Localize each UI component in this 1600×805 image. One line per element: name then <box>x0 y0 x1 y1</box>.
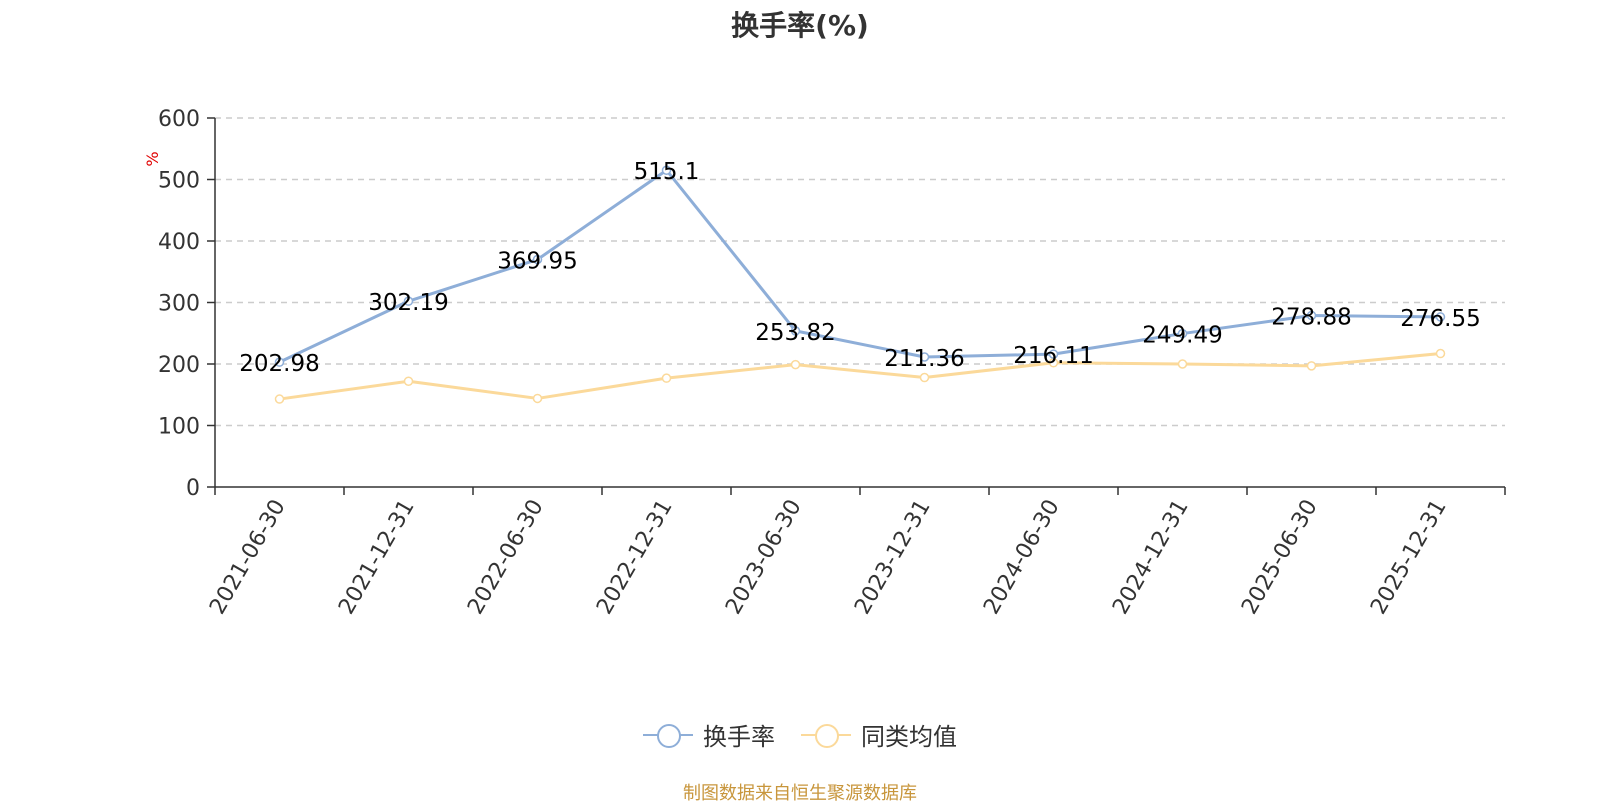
x-tick-label: 2022-12-31 <box>592 496 678 619</box>
data-label: 302.19 <box>368 290 448 316</box>
data-label: 276.55 <box>1400 306 1480 332</box>
data-point <box>1435 348 1446 359</box>
data-point <box>661 373 672 383</box>
legend: 换手率 同类均值 <box>0 717 1600 752</box>
chart-title: 换手率(%) <box>731 9 869 42</box>
data-point <box>790 326 801 336</box>
data-point <box>1435 312 1446 322</box>
data-point <box>1177 359 1188 369</box>
x-tick-label: 2021-06-30 <box>205 496 291 619</box>
source-note: 制图数据来自恒生聚源数据库 <box>683 783 917 804</box>
legend-label: 同类均值 <box>861 723 957 751</box>
x-tick-label: 2021-12-31 <box>334 496 420 619</box>
data-label: 515.1 <box>634 159 700 185</box>
axes: 0 100 200 300 400 500 600% 2021-06-30 2021-12-31… <box>143 107 1506 619</box>
data-point <box>274 394 285 404</box>
y-tick-label: 400 <box>158 230 200 255</box>
data-labels: 202.98 302.19 369.95 515.1 253.82 211.36 216.1… <box>239 159 1480 377</box>
y-tick-label: 100 <box>158 415 200 440</box>
data-label: 216.11 <box>1013 343 1093 369</box>
x-tick-label: 2023-06-30 <box>721 496 807 619</box>
x-tick-label: 2024-06-30 <box>979 496 1065 619</box>
series-lines <box>274 165 1446 404</box>
data-point <box>1306 361 1317 371</box>
data-point <box>403 296 414 306</box>
series-line <box>278 168 1441 364</box>
data-point <box>661 165 672 175</box>
data-point <box>1177 328 1188 339</box>
data-label: 369.95 <box>497 248 577 274</box>
legend-item-peer-average[interactable]: 同类均值 <box>801 717 957 752</box>
grid-lines <box>215 117 1505 427</box>
data-point <box>919 352 930 362</box>
y-tick-label: 600 <box>158 107 200 132</box>
y-tick-label: 300 <box>158 292 200 317</box>
y-tick-label: 500 <box>158 169 200 194</box>
legend-item-turnover[interactable]: 换手率 <box>643 717 775 752</box>
data-label: 249.49 <box>1142 323 1222 349</box>
data-point <box>1306 310 1317 321</box>
data-point <box>532 393 543 404</box>
x-tick-label: 2023-12-31 <box>850 496 936 619</box>
data-point <box>919 372 930 383</box>
x-tick-label: 2024-12-31 <box>1108 496 1194 619</box>
data-point <box>1048 349 1059 359</box>
y-tick-label: 200 <box>158 353 200 378</box>
legend-marker-icon <box>643 722 693 748</box>
data-point <box>532 254 543 265</box>
data-label: 253.82 <box>755 320 835 346</box>
y-axis-label: % <box>143 151 162 166</box>
data-point <box>403 376 414 386</box>
legend-marker-icon <box>801 722 851 748</box>
data-point <box>274 357 285 367</box>
data-point <box>790 359 801 370</box>
x-tick-label: 2025-06-30 <box>1237 496 1323 619</box>
x-tick-label: 2025-12-31 <box>1366 496 1452 619</box>
data-label: 278.88 <box>1271 304 1351 330</box>
y-tick-label: 0 <box>186 476 200 501</box>
series-line <box>279 352 1441 401</box>
legend-label: 换手率 <box>703 723 775 751</box>
x-tick-label: 2022-06-30 <box>463 496 549 619</box>
data-label: 202.98 <box>239 351 319 377</box>
data-label: 211.36 <box>884 346 964 372</box>
